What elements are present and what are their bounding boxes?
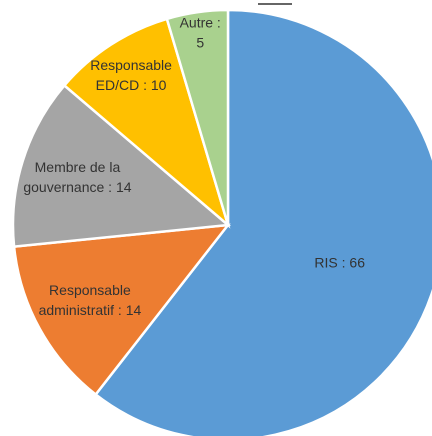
slice-label: Responsable administratif : 14 (39, 282, 142, 318)
slice-label: Autre :5 (180, 14, 221, 50)
pie-slice (12, 223, 231, 397)
slice-label: Responsable ED/CD : 10 (90, 57, 172, 93)
pie-slice (11, 83, 232, 249)
slice-label: RIS : 66 (314, 254, 365, 270)
pie-slice (62, 17, 231, 229)
pie-slice (93, 8, 432, 436)
slice-label: Membre de la gouvernance : 14 (23, 159, 131, 195)
pie-slice (165, 8, 230, 226)
